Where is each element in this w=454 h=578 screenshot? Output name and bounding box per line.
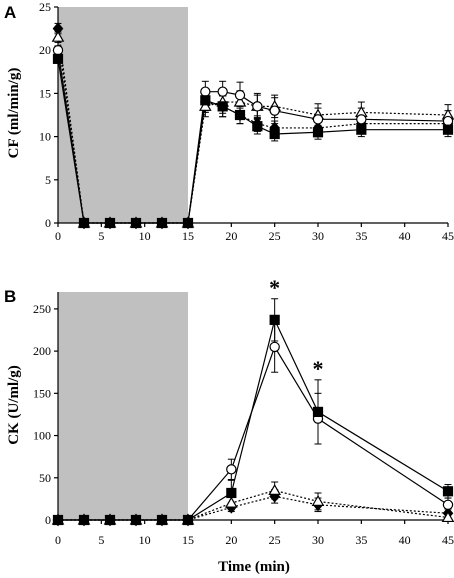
panel-a-x-tick-label: 10 (139, 229, 151, 243)
panel-a-x-tick-label: 40 (399, 229, 411, 243)
panel-a-series-square-point (312, 127, 324, 138)
panel-a-y-tick-label: 10 (39, 130, 51, 144)
panel-a-series-triangle-point (51, 30, 65, 42)
panel-a-letter: A (4, 3, 16, 22)
panel-a-series-square-point (356, 124, 367, 135)
panel-a-x-tick-label: 25 (269, 229, 281, 243)
panel-b: B CK (U/ml/g) Time (min) 050100150200250… (4, 275, 454, 575)
panel-a: A CF (ml/min/g) 0 5 10 15 20 25 0 5 10 15 20 25 30 35… (4, 0, 454, 243)
panel-b-series-triangle-point (225, 496, 238, 508)
panel-b-series-square-point (156, 514, 168, 526)
panel-b-shaded-region (58, 292, 188, 520)
panel-a-series-square-point (234, 109, 246, 121)
panel-b-series-square-point (104, 514, 116, 526)
panel-a-y-tick-label: 20 (39, 43, 51, 57)
panel-a-series-diamond-line (57, 28, 448, 224)
panel-a-series-square-point (156, 217, 168, 229)
panel-b-x-tick-label: 30 (312, 533, 324, 547)
panel-b-y-tick-label: 50 (39, 471, 51, 485)
panel-a-series-square-point (130, 217, 142, 229)
panel-b-y-tick-label: 150 (33, 386, 51, 400)
panel-a-series-circle-point (252, 101, 263, 112)
panel-b-series-circle-point (226, 464, 237, 475)
panel-b-series-circle-point (442, 499, 454, 510)
panel-b-x-tick-label: 5 (98, 533, 104, 547)
panel-b-x-tick-label: 20 (225, 533, 237, 547)
panel-a-series-circle-point (52, 45, 64, 56)
panel-a-y-axis-title: CF (ml/min/g) (6, 68, 22, 159)
panel-b-series-square-point (226, 487, 237, 499)
panel-b-series-square-point (52, 514, 64, 526)
panel-a-y-tick-label: 5 (45, 173, 51, 187)
panel-a-series-square-point (78, 217, 90, 229)
panel-a-x-tick-label: 5 (98, 229, 104, 243)
panel-b-series-square-point (442, 486, 454, 497)
panel-b-significance-star: * (313, 356, 324, 381)
panel-a-series-square-point (252, 121, 263, 132)
panel-a-series-square-point (269, 128, 280, 140)
panel-b-series-triangle-point (441, 510, 454, 523)
panel-a-x-tick-label: 30 (312, 229, 324, 243)
panel-a-x-tick-label: 15 (182, 229, 194, 243)
panel-b-x-tick-label: 35 (355, 533, 367, 547)
panel-b-series-square-point (269, 314, 280, 325)
panel-b-series-square-point (182, 514, 194, 526)
panel-a-series-circle-point (356, 114, 367, 125)
panel-a-series-square-point (182, 217, 194, 229)
panel-a-x-tick-label: 0 (55, 229, 61, 243)
panel-a-series-square-point (217, 101, 228, 112)
panel-a-series-circle-point (312, 114, 324, 125)
panel-a-shaded-region (58, 7, 188, 223)
panel-b-letter: B (4, 287, 16, 306)
panel-a-series-circle-point (217, 86, 228, 97)
panel-a-x-tick-label: 45 (442, 229, 454, 243)
panel-a-x-tick-label: 20 (225, 229, 237, 243)
panel-b-series-triangle-point (311, 494, 325, 506)
panel-b-x-tick-label: 25 (269, 533, 281, 547)
panel-b-series-circle-point (269, 341, 280, 353)
panel-a-series-square-point (52, 53, 64, 64)
panel-b-x-axis-title: Time (min) (218, 559, 290, 575)
panel-b-series-triangle-point (268, 483, 281, 496)
panel-b-series-square-point (312, 406, 324, 418)
panel-b-x-tick-label: 10 (139, 533, 151, 547)
panel-b-y-tick-label: 250 (33, 302, 51, 316)
panel-a-series-square-point (104, 217, 116, 229)
panel-b-series-square-point (130, 514, 142, 526)
panel-a-series-circle-point (200, 86, 211, 97)
panel-b-x-tick-label: 40 (399, 533, 411, 547)
panel-a-series-triangle-point (233, 95, 247, 107)
panel-b-significance-star: * (269, 275, 280, 300)
panel-b-x-tick-label: 0 (55, 533, 61, 547)
panel-b-y-axis-title: CK (U/ml/g) (6, 365, 22, 445)
panel-a-series-circle-point (442, 115, 454, 127)
panel-b-series-square-point (78, 514, 90, 526)
panel-a-x-tick-label: 35 (355, 229, 367, 243)
panel-a-series-square-point (200, 95, 211, 106)
panel-b-series-square-line (58, 318, 449, 521)
panel-a-series-square-point (442, 124, 454, 135)
panel-a-series-circle-point (269, 105, 280, 116)
panel-a-series-triangle-point (199, 99, 212, 111)
panel-a-series-circle-point (234, 89, 246, 101)
panel-b-x-tick-label: 45 (442, 533, 454, 547)
panel-a-y-tick-label: 15 (39, 86, 51, 100)
panel-b-y-tick-label: 0 (45, 513, 51, 527)
panel-b-y-tick-label: 200 (33, 344, 51, 358)
panel-b-x-tick-label: 15 (182, 533, 194, 547)
panel-a-y-tick-label: 0 (45, 216, 51, 230)
panel-b-y-tick-label: 100 (33, 429, 51, 443)
panel-a-y-tick-label: 25 (39, 0, 51, 14)
